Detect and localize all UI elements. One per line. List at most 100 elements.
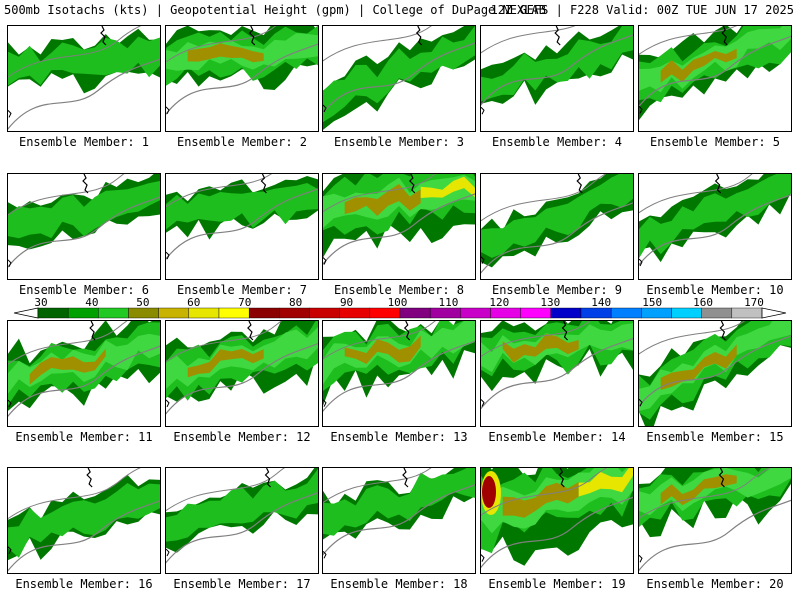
- ensemble-panel-7: [165, 173, 319, 280]
- isotach-60-70: [29, 348, 106, 385]
- colorbar: [14, 307, 786, 319]
- ensemble-member-label: Ensemble Member: 4: [491, 135, 623, 149]
- isotach-60-70: [502, 333, 579, 363]
- isotach-40-50: [323, 468, 475, 536]
- colorbar-tick-label: 170: [744, 296, 764, 309]
- isotach-60-70: [660, 474, 737, 506]
- height-contour: [481, 337, 633, 410]
- colorbar-swatch: [98, 307, 129, 319]
- height-contour: [323, 193, 475, 266]
- isotach-map: [166, 468, 318, 564]
- colorbar-swatch: [158, 307, 190, 319]
- coastline: [260, 174, 267, 194]
- ensemble-panel-4: [480, 25, 634, 132]
- ensemble-panel-8: [322, 173, 476, 280]
- height-contour: [639, 468, 772, 520]
- height-contour: [166, 492, 318, 564]
- isotach-40-50: [481, 174, 633, 258]
- colorbar-tick-label: 130: [540, 296, 561, 309]
- height-contour: [8, 345, 160, 418]
- coastline: [89, 321, 96, 341]
- height-contour: [639, 174, 753, 214]
- height-contour: [481, 496, 633, 569]
- colorbar-left-arrow: [14, 307, 39, 319]
- ensemble-member-label: Ensemble Member: 15: [646, 430, 784, 444]
- colorbar-tick-label: 70: [238, 296, 252, 309]
- coastline: [639, 258, 643, 267]
- colorbar-swatch: [731, 307, 763, 319]
- isotach-map: [166, 321, 318, 415]
- colorbar-swatch: [580, 307, 612, 319]
- colorbar-swatch: [37, 307, 69, 319]
- ensemble-member-label: Ensemble Member: 20: [646, 577, 784, 591]
- colorbar-swatch: [339, 307, 371, 319]
- isotach-40-50: [8, 36, 160, 86]
- coastline: [639, 554, 643, 563]
- height-contour: [639, 26, 737, 56]
- isotach-map: [639, 174, 791, 267]
- colorbar-swatch: [128, 307, 159, 319]
- coastline: [639, 398, 643, 407]
- ensemble-panel-10: [638, 173, 792, 280]
- ensemble-panel-5: [638, 25, 792, 132]
- isotach-60-70: [344, 335, 421, 364]
- height-contour: [8, 58, 160, 131]
- height-contour: [323, 174, 436, 213]
- height-contour: [8, 26, 142, 78]
- isotach-40-50: [8, 483, 160, 558]
- coastline: [409, 174, 416, 194]
- height-contour: [166, 188, 318, 261]
- isotach-60-70: [344, 184, 421, 216]
- ensemble-member-label: Ensemble Member: 17: [173, 577, 311, 591]
- ensemble-member-label: Ensemble Member: 8: [333, 283, 465, 297]
- isotach-60-70: [502, 482, 579, 518]
- colorbar-swatch: [701, 307, 733, 319]
- height-contour: [166, 468, 285, 512]
- height-contour: [166, 26, 277, 63]
- coastline: [323, 257, 327, 265]
- height-contour: [323, 42, 475, 115]
- coastline: [264, 468, 271, 488]
- colorbar-tick-label: 110: [438, 296, 459, 309]
- isotach-50-60: [639, 468, 791, 516]
- isotach-60-70: [660, 344, 737, 390]
- colorbar-swatch: [460, 307, 491, 319]
- ensemble-panel-11: [7, 320, 161, 427]
- coastline: [8, 399, 12, 408]
- coastline: [561, 321, 568, 341]
- height-contour: [481, 26, 576, 54]
- colorbar-tick-label: 150: [642, 296, 663, 309]
- map-title: 500mb Isotachs (kts) | Geopotential Heig…: [4, 3, 546, 17]
- isotach-map: [166, 174, 318, 261]
- height-contour: [323, 484, 475, 556]
- ensemble-member-label: Ensemble Member: 2: [176, 135, 308, 149]
- height-contour: [166, 174, 272, 208]
- ensemble-panel-14: [480, 320, 634, 427]
- colorbar-swatch: [399, 307, 431, 319]
- coastline: [8, 546, 12, 554]
- coastline: [481, 554, 485, 562]
- colorbar-swatch: [279, 307, 310, 319]
- isotach-map: [481, 321, 633, 410]
- coastline: [166, 399, 170, 408]
- height-contour: [481, 202, 633, 275]
- isotach-70-80: [420, 176, 475, 198]
- isotach-map: [323, 26, 475, 130]
- coastline: [554, 26, 561, 46]
- isotach-map: [639, 321, 791, 426]
- colorbar-tick-label: 50: [136, 296, 150, 309]
- height-contour: [166, 43, 318, 116]
- coastline: [558, 468, 565, 488]
- coastline: [166, 106, 170, 115]
- height-contour: [166, 343, 318, 415]
- ensemble-panel-15: [638, 320, 792, 427]
- colorbar-swatch: [520, 307, 552, 319]
- colorbar-swatch: [248, 307, 280, 319]
- colorbar-swatch: [641, 307, 672, 319]
- ensemble-panel-20: [638, 467, 792, 574]
- coastline: [8, 110, 12, 118]
- colorbar-swatch: [67, 307, 99, 319]
- isotach-map: [8, 174, 160, 269]
- ensemble-member-label: Ensemble Member: 11: [15, 430, 153, 444]
- coastline: [247, 321, 254, 341]
